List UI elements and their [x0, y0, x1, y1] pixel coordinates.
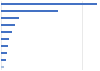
Bar [1, 45, 8, 47]
Bar [1, 59, 6, 61]
Bar [1, 66, 4, 68]
Bar [1, 17, 19, 19]
Bar [1, 31, 12, 33]
Bar [1, 10, 58, 12]
Bar [1, 3, 97, 5]
Bar [1, 24, 15, 26]
Bar [1, 38, 9, 40]
Bar [1, 52, 7, 54]
